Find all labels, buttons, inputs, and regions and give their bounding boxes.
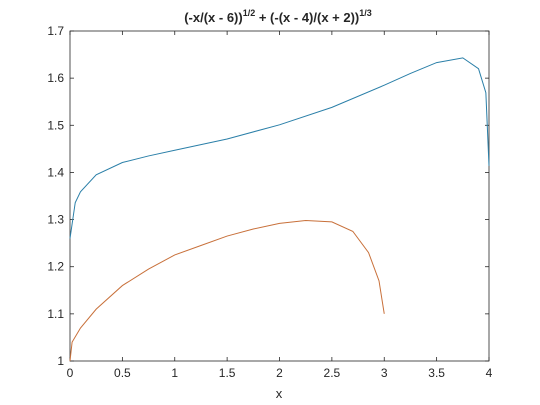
x-tick-label: 2 [276, 366, 283, 380]
line-series [69, 220, 385, 362]
title-exponent: 1/3 [359, 8, 372, 18]
x-tick-label: 3.5 [428, 366, 445, 380]
plot-area [69, 30, 490, 362]
chart-title: (-x/(x - 6))1/2 + (-(x - 4)/(x + 2))1/3 [184, 8, 372, 25]
y-tick-label: 1.3 [47, 213, 64, 227]
y-tick-label: 1.2 [47, 260, 64, 274]
x-tick-label: 1.5 [219, 366, 236, 380]
x-tick-label: 2.5 [324, 366, 341, 380]
x-tick-label: 4 [486, 366, 493, 380]
y-tick-label: 1.6 [47, 71, 64, 85]
y-tick-label: 1.4 [47, 165, 64, 179]
y-tick-label: 1.7 [47, 24, 64, 38]
line-series [69, 57, 490, 239]
y-tick-label: 1 [57, 354, 64, 368]
x-tick-label: 1 [171, 366, 178, 380]
y-tick-label: 1.5 [47, 118, 64, 132]
x-tick-label: 3 [381, 366, 388, 380]
title-exponent: 1/2 [243, 8, 256, 18]
y-tick-label: 1.1 [47, 307, 64, 321]
title-part: + (-(x - 4)/(x + 2)) [255, 10, 359, 25]
title-part: (-x/(x - 6)) [184, 10, 243, 25]
x-tick-label: 0 [67, 366, 74, 380]
x-axis-label: x [276, 386, 283, 401]
x-tick-label: 0.5 [114, 366, 131, 380]
